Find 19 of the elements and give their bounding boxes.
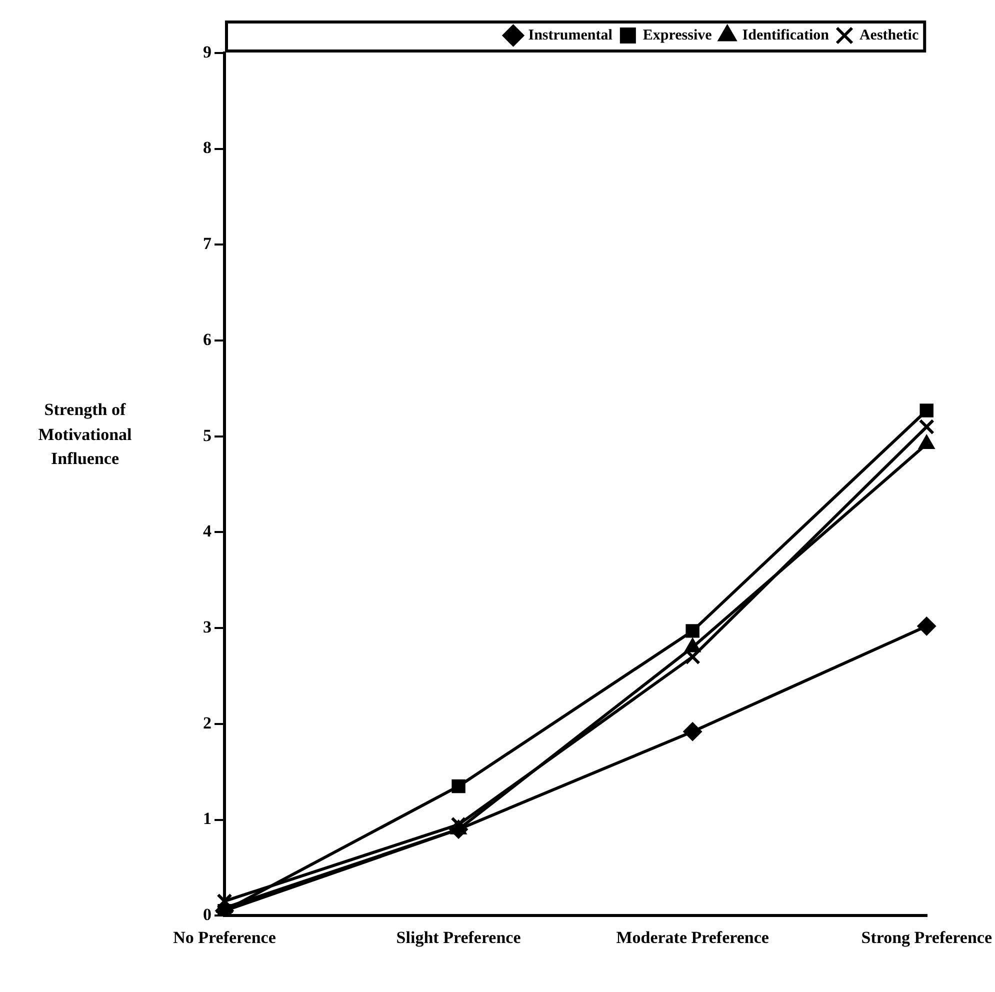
- x-tick-label: Slight Preference: [396, 928, 522, 948]
- y-tick-label: 2: [203, 713, 212, 732]
- y-tick-label: 3: [203, 617, 212, 636]
- x-tick-label: Strong Preference: [861, 928, 992, 948]
- y-tick-label: 7: [203, 234, 212, 254]
- y-tick-label: 8: [203, 138, 212, 158]
- y-tick-label: 9: [203, 42, 212, 62]
- y-axis-title: Strength of Motivational Influence: [37, 399, 133, 470]
- legend-label: Expressive: [642, 27, 712, 44]
- legend-label: Identification: [742, 27, 830, 44]
- y-tick-label: 4: [203, 522, 212, 541]
- y-tick-label: 0: [203, 904, 212, 924]
- y-tick-label: 1: [203, 809, 212, 828]
- y-tick-label: 6: [203, 330, 212, 349]
- legend-label: Aesthetic: [859, 27, 919, 44]
- x-tick-label: Moderate Preference: [616, 928, 770, 948]
- y-tick-label: 5: [203, 426, 212, 445]
- x-tick-label: No Preference: [173, 928, 276, 948]
- legend-label: Instrumental: [528, 27, 612, 44]
